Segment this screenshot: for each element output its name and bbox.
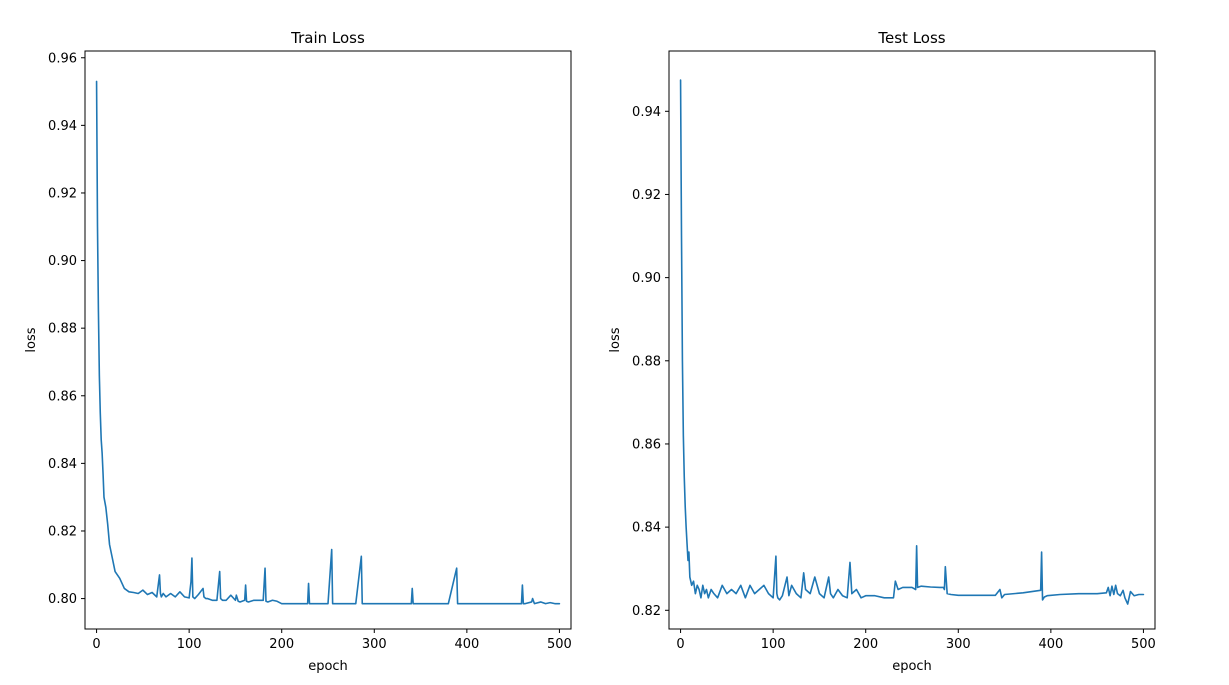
y-tick-label: 0.84: [632, 521, 661, 536]
x-tick-label: 400: [454, 637, 479, 652]
y-tick-label: 0.80: [48, 592, 77, 607]
chart-1: 0 100 200 300 400 500 0.82 0.84 0.86 0.88 0.90 0.92…: [608, 29, 1156, 674]
y-tick-label: 0.96: [48, 51, 77, 66]
x-tick-label: 500: [1131, 637, 1156, 652]
chart-title: Test Loss: [877, 29, 945, 47]
y-axis-label: loss: [608, 327, 623, 352]
x-tick-label: 200: [853, 637, 878, 652]
y-tick-label: 0.82: [48, 524, 77, 539]
series-line-0: [95, 80, 561, 605]
x-axis-label: epoch: [308, 659, 348, 674]
plot-frame: [668, 50, 1156, 630]
x-tick-label: 300: [946, 637, 971, 652]
y-tick-label: 0.86: [632, 437, 661, 452]
y-tick-label: 0.88: [632, 354, 661, 369]
x-tick-label: 200: [269, 637, 294, 652]
x-tick-label: 400: [1038, 637, 1063, 652]
y-tick-label: 0.94: [48, 119, 77, 134]
x-tick-label: 300: [362, 637, 387, 652]
y-axis-label: loss: [24, 327, 39, 352]
x-tick-label: 0: [676, 637, 684, 652]
x-axis-label: epoch: [892, 659, 932, 674]
chart-0: 0 100 200 300 400 500 0.80 0.82 0.84 0.86 0.88 0.90…: [24, 29, 572, 674]
x-tick-label: 500: [547, 637, 572, 652]
y-tick-label: 0.90: [632, 271, 661, 286]
x-tick-label: 0: [92, 637, 100, 652]
y-tick-label: 0.90: [48, 254, 77, 269]
y-tick-label: 0.92: [48, 186, 77, 201]
chart-title: Train Loss: [290, 29, 365, 47]
series-line-0: [679, 79, 1145, 605]
y-tick-label: 0.86: [48, 389, 77, 404]
y-tick-label: 0.94: [632, 105, 661, 120]
y-tick-label: 0.82: [632, 604, 661, 619]
y-tick-label: 0.84: [48, 457, 77, 472]
y-tick-label: 0.92: [632, 188, 661, 203]
plot-frame: [84, 50, 572, 630]
y-tick-label: 0.88: [48, 322, 77, 337]
x-tick-label: 100: [761, 637, 786, 652]
x-tick-label: 100: [177, 637, 202, 652]
